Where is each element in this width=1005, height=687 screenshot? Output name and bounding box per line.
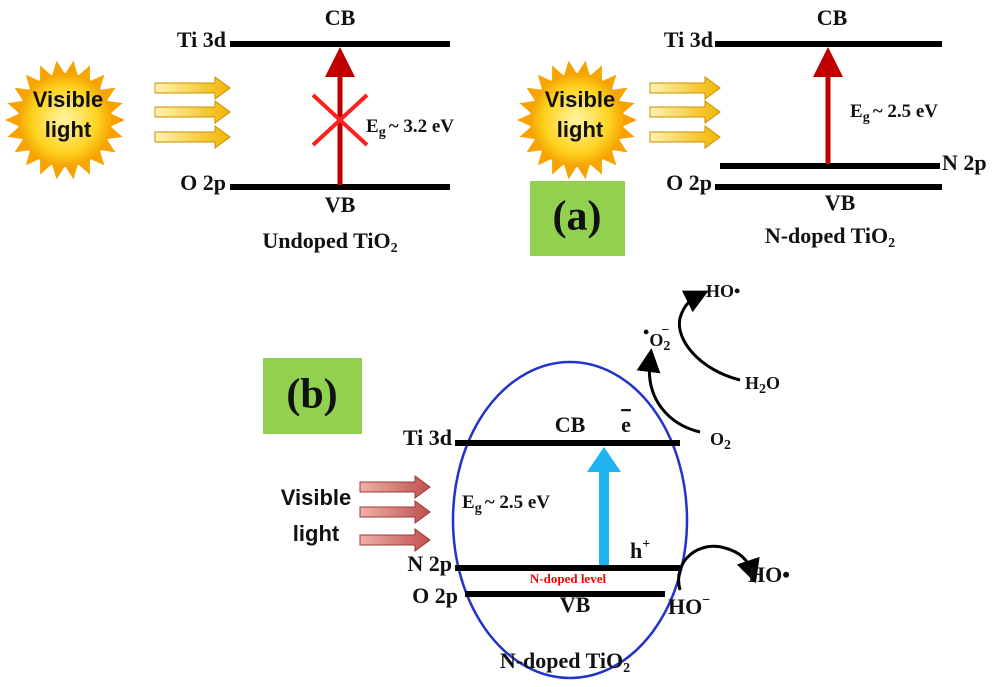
band-gap-label: Eg~ 2.5 eV xyxy=(850,101,938,125)
level-label: O 2p xyxy=(412,583,458,608)
level-label: O 2p xyxy=(666,170,712,195)
light-label: light xyxy=(293,521,340,546)
symbol: E xyxy=(850,101,863,122)
caption: N-doped TiO2 xyxy=(500,648,630,676)
text: O xyxy=(766,373,780,393)
caption: Undoped TiO2 xyxy=(262,228,397,256)
vb-label: VB xyxy=(325,192,356,217)
cb-label: CB xyxy=(325,5,356,30)
subscript: 2 xyxy=(888,236,895,251)
product-label: HO• xyxy=(748,562,790,587)
level-label: Ti 3d xyxy=(177,27,226,52)
level-label: Ti 3d xyxy=(664,27,713,52)
cb-label: CB xyxy=(555,412,586,437)
electron-label: e xyxy=(621,412,631,437)
reaction-arrow xyxy=(649,360,700,432)
cb-label: CB xyxy=(817,5,848,30)
light-arrows xyxy=(650,77,720,148)
light-label: light xyxy=(45,117,92,142)
product-label: HO• xyxy=(706,281,740,301)
subscript: 2 xyxy=(391,241,398,256)
light-label: Visible xyxy=(33,87,104,112)
light-label: Visible xyxy=(545,87,616,112)
text: O xyxy=(710,429,724,449)
intermediate-label: •O2− xyxy=(643,322,670,354)
caption: N-doped TiO2 xyxy=(765,223,895,251)
dopant-note: N-doped level xyxy=(530,571,607,586)
light-label: Visible xyxy=(281,485,352,510)
light-arrows xyxy=(155,77,230,148)
text: N-doped TiO xyxy=(765,223,888,248)
subscript: g xyxy=(379,125,386,140)
light-label: light xyxy=(557,117,604,142)
level-label: N 2p xyxy=(407,551,452,576)
band-gap-label: Eg~ 3.2 eV xyxy=(366,116,454,140)
reactant-label: HO− xyxy=(668,593,710,619)
level-label: N 2p xyxy=(942,150,987,175)
text: N-doped TiO xyxy=(500,648,623,673)
excitation-arrow xyxy=(587,447,621,565)
subscript: 2 xyxy=(759,382,766,397)
vb-label: VB xyxy=(560,592,591,617)
reactant-label: H2O xyxy=(745,373,780,397)
symbol: E xyxy=(366,116,379,137)
reaction-arrow xyxy=(679,546,752,590)
text: h xyxy=(630,538,642,563)
level-label: O 2p xyxy=(180,170,226,195)
reactant-label: O2 xyxy=(710,429,731,453)
text: HO xyxy=(668,594,702,619)
text: Undoped TiO xyxy=(262,228,390,253)
superscript: − xyxy=(661,323,669,338)
value: ~ 2.5 eV xyxy=(485,492,551,513)
value: ~ 3.2 eV xyxy=(389,116,455,137)
hole-label: h+ xyxy=(630,537,650,563)
subscript: 2 xyxy=(623,661,630,676)
vb-label: VB xyxy=(825,190,856,215)
symbol: E xyxy=(462,492,475,513)
subscript: g xyxy=(863,110,870,125)
superscript: − xyxy=(702,593,710,608)
subscript: 2 xyxy=(724,438,731,453)
value: ~ 2.5 eV xyxy=(873,101,939,122)
particle-outline xyxy=(453,362,687,678)
subscript: 2 xyxy=(663,339,670,354)
band-gap-label: Eg~ 2.5 eV xyxy=(462,492,550,516)
text: H xyxy=(745,373,759,393)
superscript: + xyxy=(642,537,650,552)
subscript: g xyxy=(475,501,482,516)
level-label: Ti 3d xyxy=(403,425,452,450)
diagram: Visible light Ti 3d CB Eg~ 3.2 eV O 2p V… xyxy=(0,0,1005,687)
light-arrows xyxy=(360,476,430,551)
reaction-arrow xyxy=(679,296,740,380)
panel-label: (a) xyxy=(553,194,602,240)
panel-label: (b) xyxy=(286,372,337,418)
